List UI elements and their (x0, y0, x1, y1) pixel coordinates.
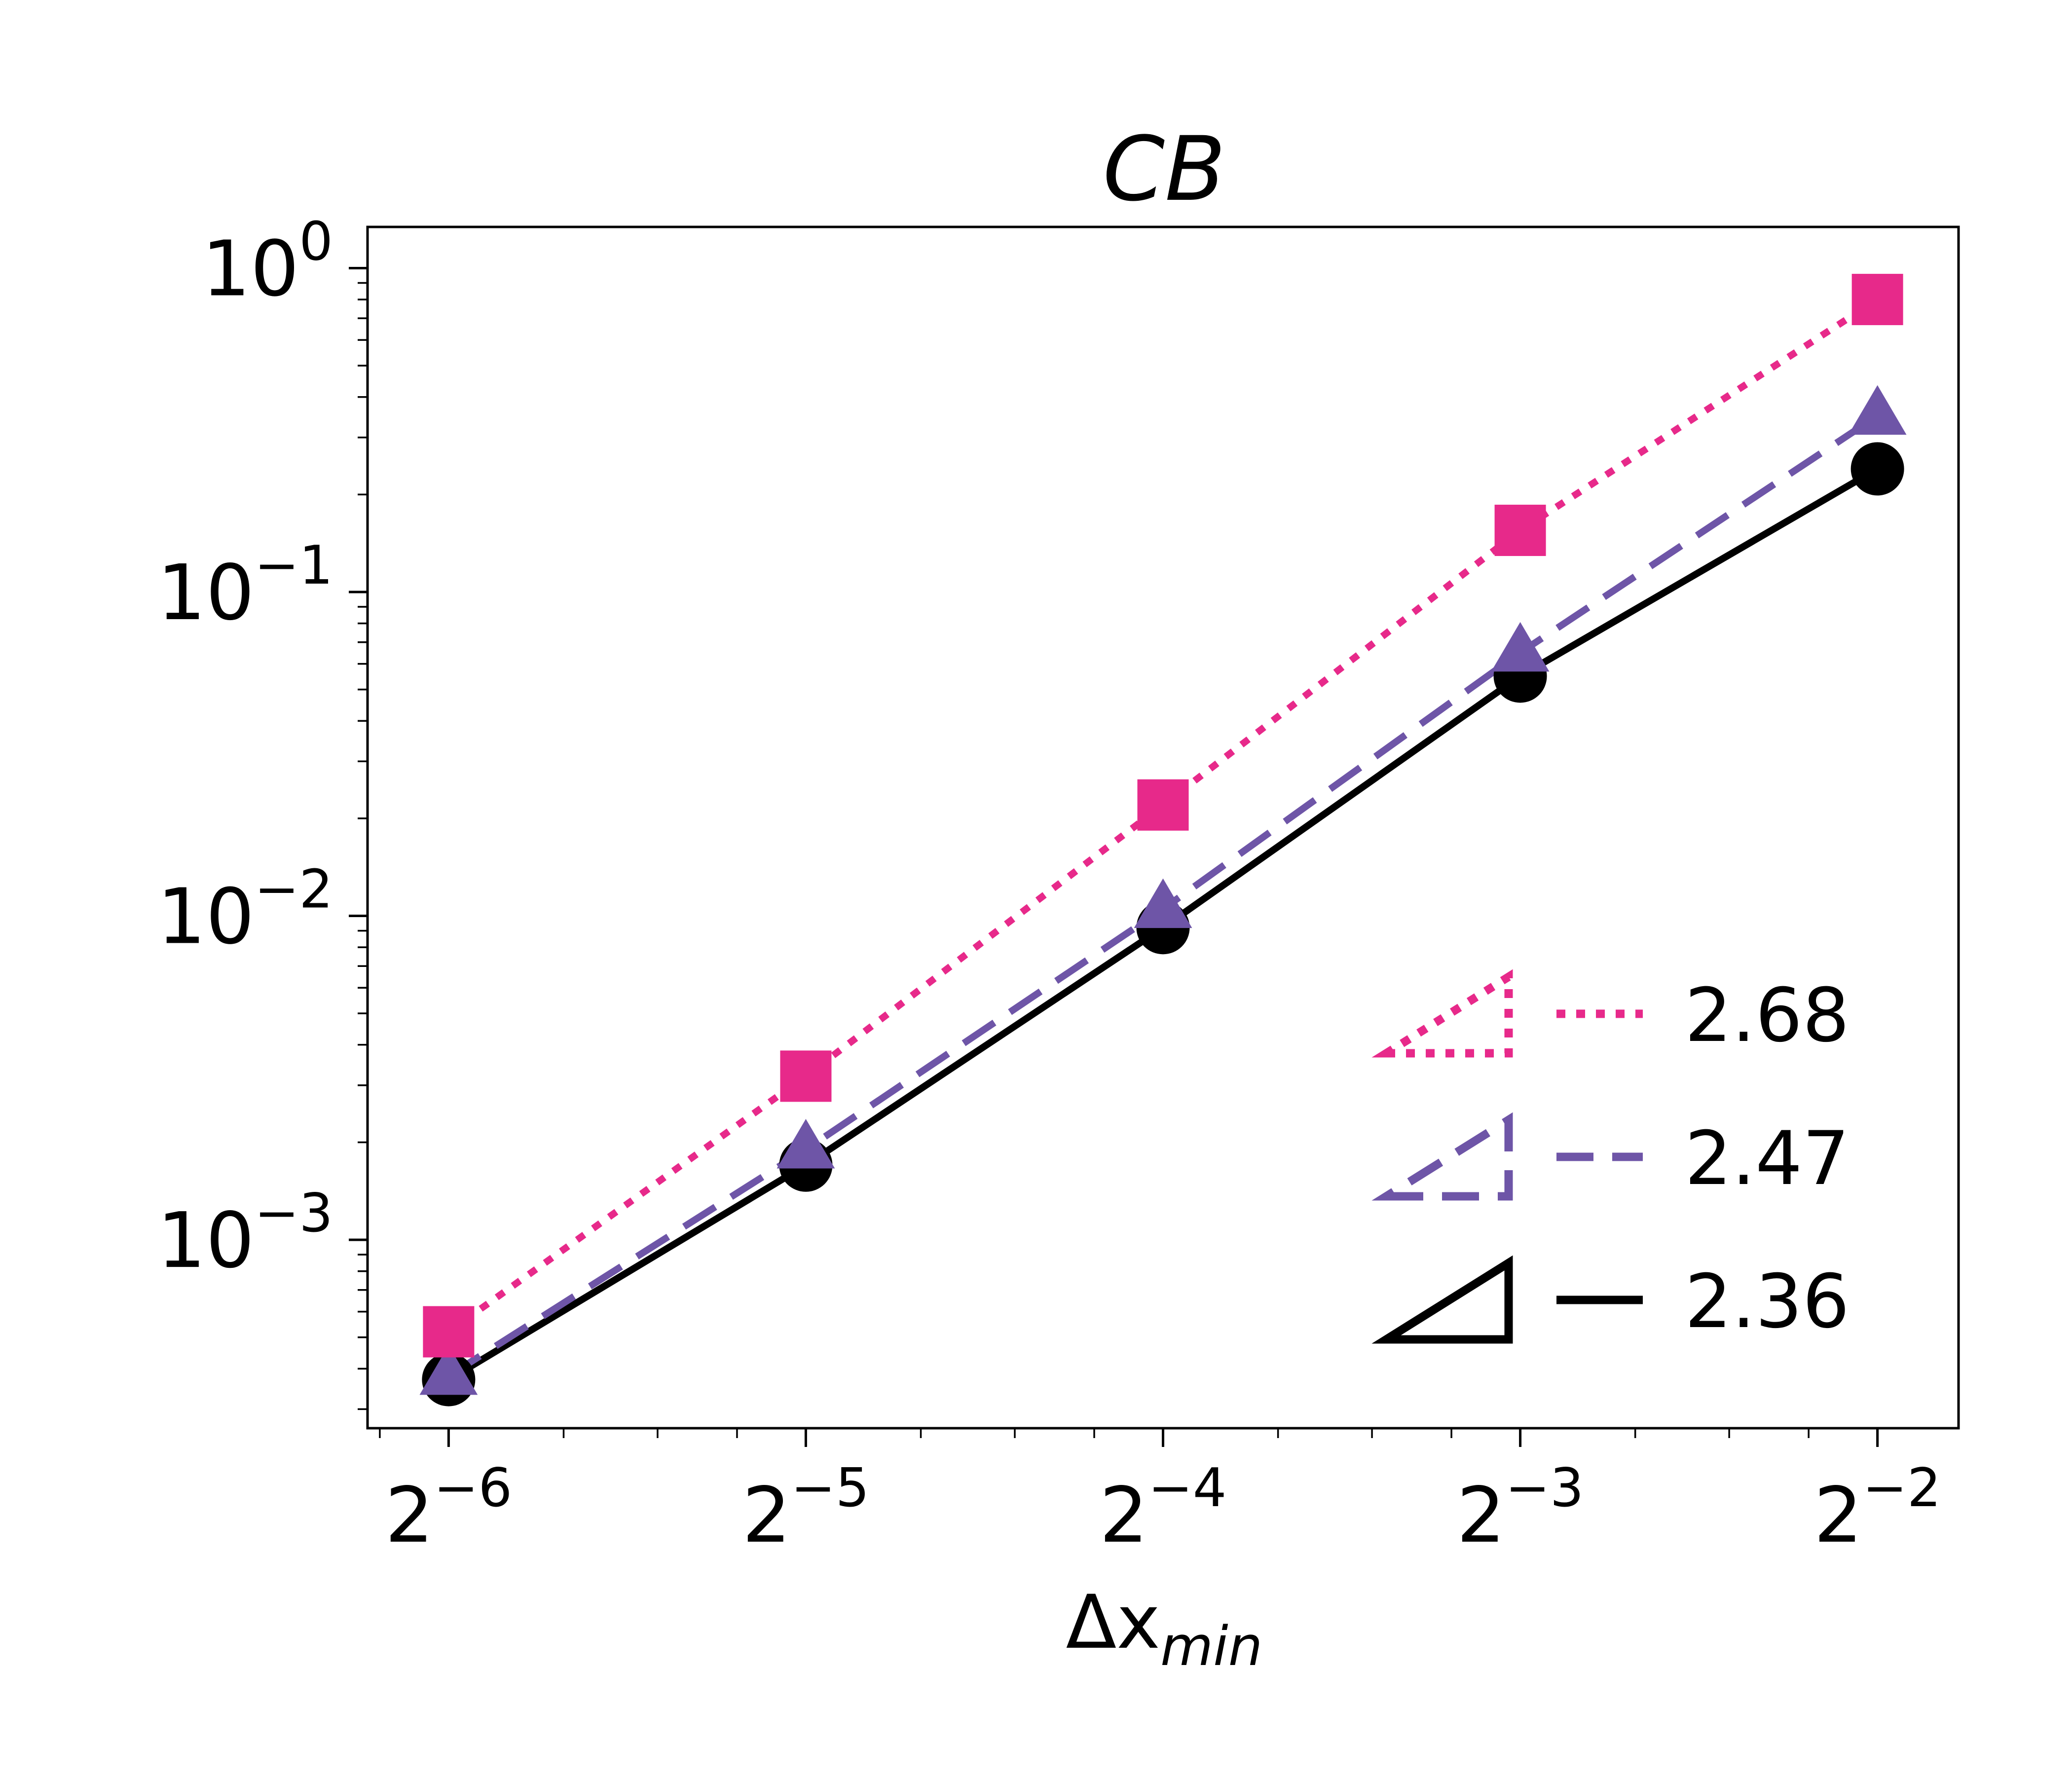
y-tick-exponent: 0 (299, 211, 333, 272)
plot-frame (366, 225, 1960, 1430)
series-line-square (446, 296, 1880, 1335)
data-point-triangle (1848, 385, 1907, 435)
y-tick-base: 10 (202, 224, 299, 313)
legend-slope-triangle (1371, 1255, 1513, 1344)
data-point-square (1137, 779, 1189, 831)
legend-slope-triangle (1371, 969, 1513, 1058)
data-point-triangle (1491, 622, 1550, 672)
x-tick-label: 2−3 (1457, 1457, 1584, 1560)
x-tick-label: 2−6 (385, 1457, 512, 1560)
x-axis-label-subscript: min (1160, 1615, 1262, 1678)
x-tick-base: 2 (742, 1471, 791, 1560)
x-tick-label: 2−5 (742, 1457, 870, 1560)
y-tick-exponent: −2 (255, 859, 333, 921)
legend: 2.68 2.47 2.36 (1371, 969, 1850, 1345)
data-point-square (1494, 505, 1546, 556)
chart-title: CB (1103, 118, 1225, 221)
y-tick-label: 10−1 (157, 535, 333, 637)
series-layer (419, 274, 1907, 1406)
x-axis-label: Δxmin (1066, 1580, 1263, 1678)
x-tick-exponent: −4 (1148, 1457, 1226, 1519)
x-axis-label-main: Δx (1066, 1580, 1160, 1665)
x-tick-base: 2 (1457, 1471, 1506, 1560)
legend-label: 2.47 (1685, 1116, 1850, 1202)
legend-slope-triangle (1371, 1112, 1513, 1201)
data-point-triangle (777, 1119, 835, 1169)
data-point-square (423, 1306, 475, 1358)
data-point-square (1851, 274, 1903, 326)
data-point-circle (1850, 442, 1904, 496)
legend-label: 2.68 (1685, 973, 1850, 1059)
y-tick-base: 10 (157, 1196, 255, 1285)
legend-label: 2.36 (1685, 1259, 1850, 1345)
y-tick-exponent: −1 (255, 535, 333, 596)
y-tick-base: 10 (157, 872, 255, 962)
x-tick-base: 2 (1814, 1471, 1863, 1560)
x-tick-exponent: −2 (1862, 1457, 1941, 1519)
x-tick-exponent: −6 (434, 1457, 512, 1519)
x-tick-label: 2−4 (1100, 1457, 1227, 1560)
y-tick-exponent: −3 (255, 1183, 333, 1244)
y-tick-base: 10 (157, 548, 255, 637)
x-tick-exponent: −5 (791, 1457, 869, 1519)
data-point-triangle (1134, 878, 1192, 928)
x-tick-base: 2 (385, 1471, 434, 1560)
x-tick-base: 2 (1100, 1471, 1148, 1560)
data-point-square (780, 1050, 832, 1102)
y-tick-label: 10−3 (157, 1183, 333, 1285)
x-tick-label: 2−2 (1814, 1457, 1941, 1560)
data-point-triangle (419, 1345, 478, 1395)
x-tick-exponent: −3 (1505, 1457, 1584, 1519)
y-tick-label: 10−2 (157, 859, 333, 962)
y-tick-label: 100 (202, 211, 333, 313)
